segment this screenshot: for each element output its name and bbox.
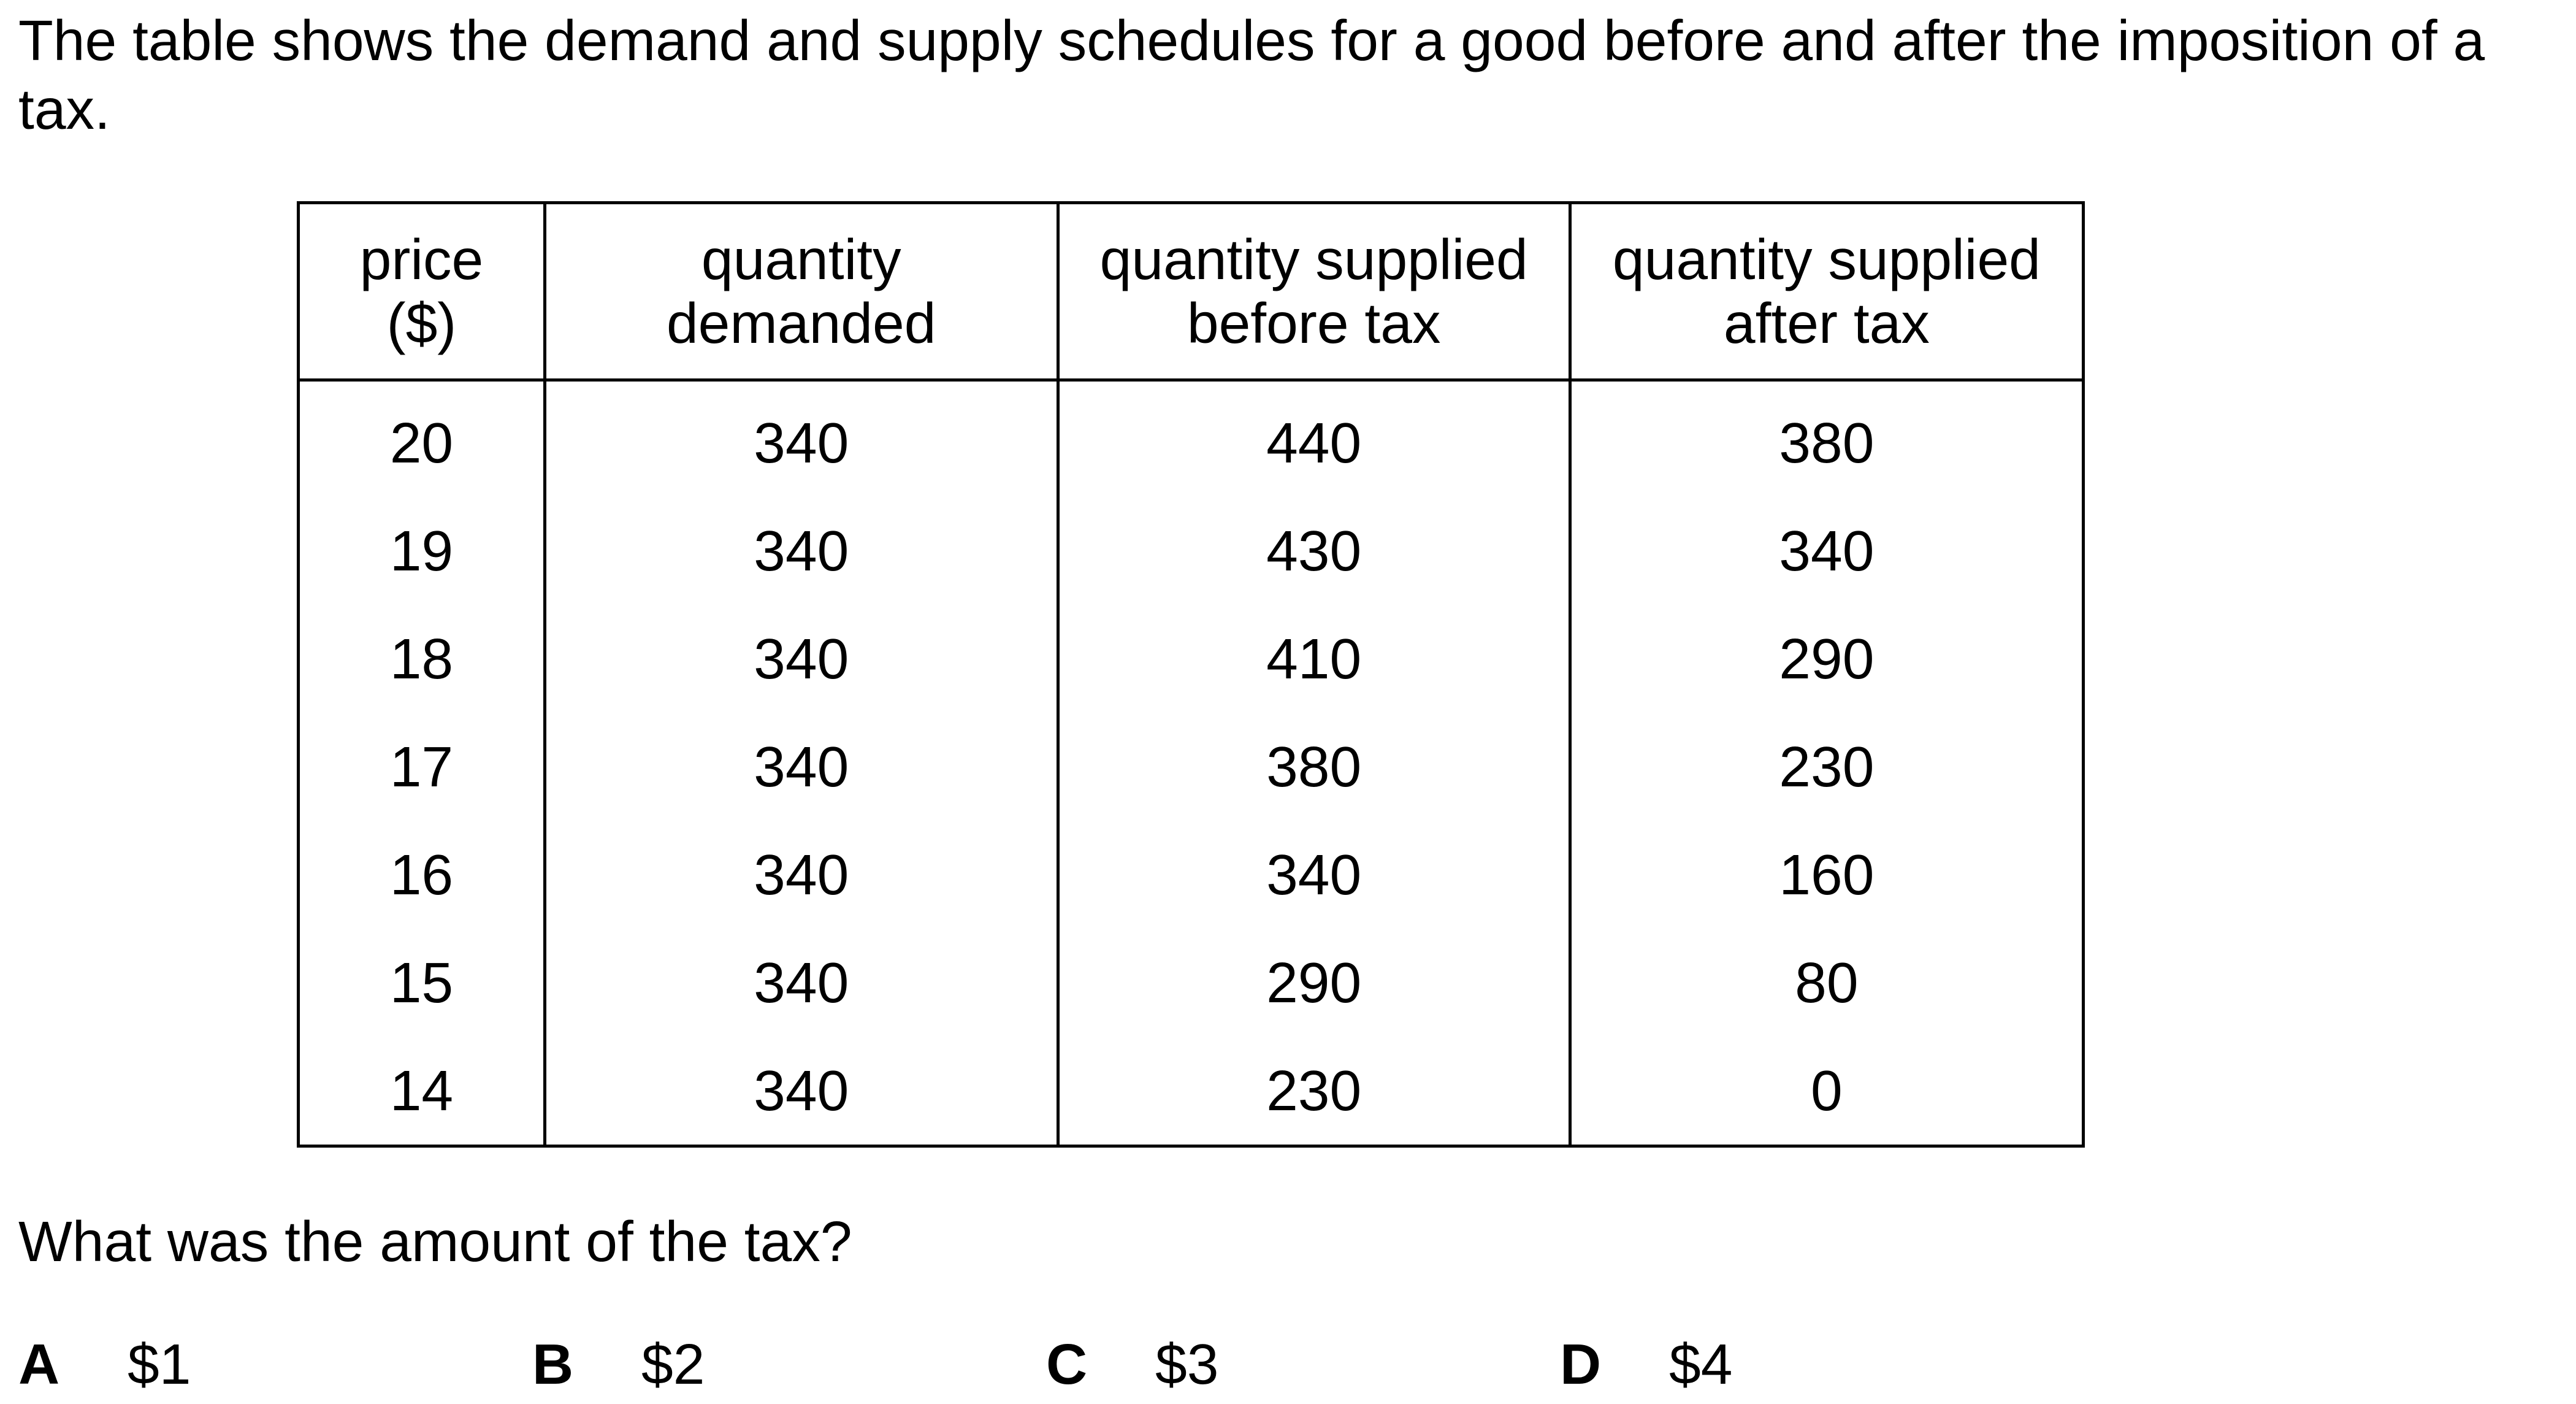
cell-supplied-before-tax: 290 — [1056, 929, 1572, 1037]
table-row: 17 340 380 230 — [297, 713, 2085, 821]
cell-supplied-after-tax: 380 — [1568, 380, 2085, 497]
cell-supplied-before-tax: 230 — [1056, 1037, 1572, 1146]
option-d-letter: D — [1560, 1332, 1602, 1396]
demand-supply-table: price ($) quantity demanded quantity sup… — [297, 201, 2085, 1148]
cell-quantity-demanded: 340 — [543, 821, 1060, 929]
option-d-text: $4 — [1669, 1332, 1733, 1396]
cell-price: 15 — [297, 929, 546, 1037]
cell-price: 20 — [297, 380, 546, 497]
cell-quantity-demanded: 340 — [543, 929, 1060, 1037]
cell-price: 19 — [297, 497, 546, 605]
cell-quantity-demanded: 340 — [543, 497, 1060, 605]
option-a-letter: A — [18, 1332, 60, 1396]
table-header-row: price ($) quantity demanded quantity sup… — [297, 202, 2085, 382]
cell-quantity-demanded: 340 — [543, 380, 1060, 497]
header-supplied-after-tax-line1: quantity supplied — [1612, 228, 2041, 291]
header-price-line1: price — [359, 228, 484, 291]
header-price-line2: ($) — [386, 291, 457, 355]
cell-supplied-before-tax: 410 — [1056, 605, 1572, 713]
cell-price: 16 — [297, 821, 546, 929]
header-supplied-before-tax: quantity supplied before tax — [1056, 202, 1572, 382]
cell-supplied-before-tax: 440 — [1056, 380, 1572, 497]
answer-options: A $1 B $2 C $3 D $4 — [18, 1330, 2532, 1403]
cell-price: 14 — [297, 1037, 546, 1146]
header-supplied-before-tax-line1: quantity supplied — [1099, 228, 1528, 291]
header-quantity-demanded: quantity demanded — [543, 202, 1060, 382]
cell-supplied-before-tax: 430 — [1056, 497, 1572, 605]
option-c-text: $3 — [1155, 1332, 1219, 1396]
header-quantity-demanded-line1: quantity — [701, 228, 901, 291]
cell-quantity-demanded: 340 — [543, 1037, 1060, 1146]
cell-supplied-before-tax: 340 — [1056, 821, 1572, 929]
header-supplied-after-tax: quantity supplied after tax — [1568, 202, 2085, 382]
table-row: 18 340 410 290 — [297, 605, 2085, 713]
cell-quantity-demanded: 340 — [543, 605, 1060, 713]
header-quantity-demanded-line2: demanded — [666, 291, 936, 355]
cell-price: 17 — [297, 713, 546, 821]
question-prompt: What was the amount of the tax? — [18, 1210, 852, 1273]
cell-price: 18 — [297, 605, 546, 713]
cell-supplied-after-tax: 290 — [1568, 605, 2085, 713]
header-price: price ($) — [297, 202, 546, 382]
option-a-text: $1 — [128, 1332, 191, 1396]
option-d[interactable]: D $4 — [1560, 1330, 1732, 1398]
cell-supplied-before-tax: 380 — [1056, 713, 1572, 821]
cell-supplied-after-tax: 160 — [1568, 821, 2085, 929]
header-supplied-after-tax-line2: after tax — [1723, 291, 1930, 355]
cell-quantity-demanded: 340 — [543, 713, 1060, 821]
cell-supplied-after-tax: 80 — [1568, 929, 2085, 1037]
table-row: 20 340 440 380 — [297, 380, 2085, 497]
header-supplied-before-tax-line2: before tax — [1187, 291, 1441, 355]
cell-supplied-after-tax: 230 — [1568, 713, 2085, 821]
cell-supplied-after-tax: 340 — [1568, 497, 2085, 605]
table-row: 15 340 290 80 — [297, 929, 2085, 1037]
option-a[interactable]: A $1 — [18, 1330, 191, 1398]
option-b-letter: B — [532, 1332, 574, 1396]
cell-supplied-after-tax: 0 — [1568, 1037, 2085, 1146]
table-row: 14 340 230 0 — [297, 1037, 2085, 1146]
option-c-letter: C — [1046, 1332, 1088, 1396]
option-b-text: $2 — [641, 1332, 705, 1396]
table-row: 16 340 340 160 — [297, 821, 2085, 929]
table-row: 19 340 430 340 — [297, 497, 2085, 605]
question-stem: The table shows the demand and supply sc… — [18, 9, 2485, 141]
option-b[interactable]: B $2 — [532, 1330, 705, 1398]
option-c[interactable]: C $3 — [1046, 1330, 1218, 1398]
